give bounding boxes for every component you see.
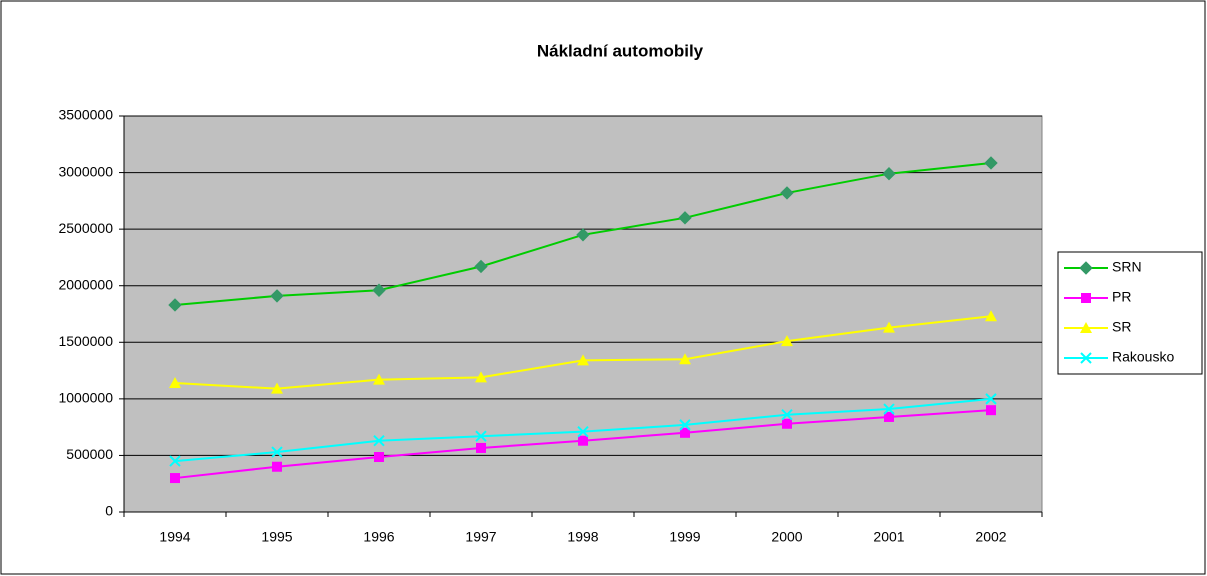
data-point — [373, 373, 385, 385]
data-point — [780, 186, 794, 200]
data-point — [882, 166, 896, 181]
data-point — [169, 455, 181, 467]
chart-title: Nákladní automobily — [537, 41, 704, 60]
data-point — [168, 298, 182, 312]
y-tick-label: 500000 — [66, 446, 113, 462]
data-point — [270, 289, 284, 303]
data-point — [781, 335, 793, 347]
data-point — [475, 371, 487, 383]
data-point — [883, 321, 895, 333]
data-point — [577, 425, 589, 438]
y-tick-label: 2500000 — [58, 220, 113, 236]
data-point — [475, 430, 487, 442]
x-tick-label: 1994 — [159, 529, 190, 545]
legend-marker — [1080, 322, 1092, 333]
data-point — [476, 442, 486, 453]
y-tick-label: 0 — [105, 503, 113, 519]
data-point — [578, 435, 588, 446]
data-point — [986, 405, 996, 416]
data-point — [271, 382, 283, 394]
data-point — [577, 354, 589, 366]
x-tick-label: 1995 — [261, 529, 292, 545]
legend-label: SR — [1112, 319, 1131, 335]
data-point — [272, 461, 282, 472]
data-point — [372, 283, 386, 297]
data-point — [985, 393, 997, 405]
y-tick-label: 3500000 — [58, 107, 113, 123]
data-point — [883, 403, 895, 415]
data-point — [782, 418, 792, 429]
data-point — [680, 427, 690, 438]
x-tick-label: 2001 — [873, 529, 904, 545]
data-point — [373, 435, 385, 447]
x-tick-label: 1997 — [465, 529, 496, 545]
data-point — [170, 473, 180, 484]
legend-label: SRN — [1112, 259, 1142, 275]
data-point — [679, 353, 691, 365]
data-point — [678, 211, 692, 225]
legend-marker — [1080, 352, 1092, 364]
data-point — [271, 446, 283, 458]
x-tick-label: 1998 — [567, 529, 598, 545]
plot-area — [123, 115, 1043, 513]
legend-label: Rakousko — [1112, 349, 1174, 365]
x-tick-label: 2002 — [975, 529, 1006, 545]
legend-label: PR — [1112, 289, 1131, 305]
y-tick-label: 1000000 — [58, 390, 113, 406]
data-point — [576, 228, 590, 242]
x-tick-label: 1999 — [669, 529, 700, 545]
data-point — [884, 411, 894, 422]
y-tick-label: 1500000 — [58, 333, 113, 349]
y-tick-label: 2000000 — [58, 276, 113, 292]
data-point — [374, 452, 384, 463]
x-tick-label: 1996 — [363, 529, 394, 545]
data-point — [985, 310, 997, 322]
y-tick-label: 3000000 — [58, 163, 113, 179]
legend-marker — [1081, 293, 1091, 303]
x-tick-label: 2000 — [771, 529, 802, 545]
data-point — [169, 377, 181, 389]
data-point — [984, 156, 998, 170]
legend-marker — [1079, 261, 1093, 275]
data-point — [474, 259, 488, 274]
data-point — [679, 419, 691, 431]
data-point — [781, 408, 793, 421]
